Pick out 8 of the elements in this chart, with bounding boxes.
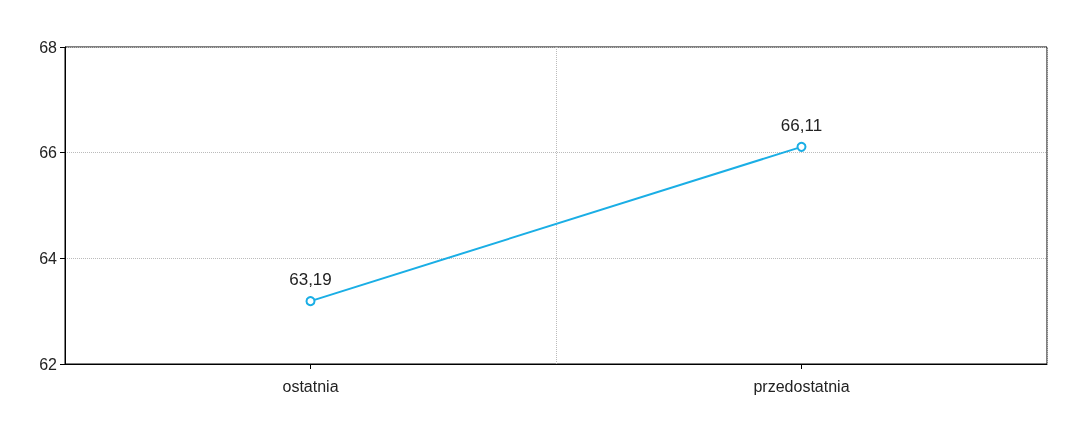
x-tick-label: przedostatnia [753, 377, 850, 395]
data-label: 66,11 [780, 115, 823, 135]
data-label: 63,19 [289, 270, 332, 290]
y-tick-label: 66 [39, 144, 58, 162]
y-tick-label: 64 [39, 249, 58, 267]
y-tick-label: 62 [39, 355, 58, 373]
y-tick-label: 68 [39, 38, 58, 56]
x-tick-label: ostatnia [282, 377, 339, 395]
